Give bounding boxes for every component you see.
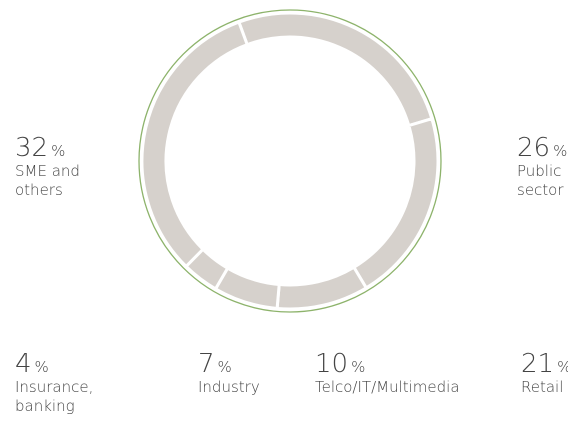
segment-label: 21%Retail	[521, 350, 568, 397]
value-line: 10%	[315, 350, 515, 378]
value-line: 32%	[15, 134, 105, 162]
category-label: Retail	[521, 378, 564, 396]
donut-segment	[275, 265, 369, 311]
donut-segment	[236, 11, 434, 128]
unit-label: %	[217, 358, 232, 376]
value-label: 4	[15, 349, 32, 379]
category-label: Insurance, banking	[15, 378, 94, 415]
category-label: Telco/IT/Multimedia	[315, 378, 460, 396]
value-label: 7	[198, 349, 215, 379]
donut-segment	[351, 116, 440, 290]
segment-label: 4% Insurance, banking	[15, 350, 105, 416]
segment-label: 10% Telco/IT/Multimedia	[315, 350, 515, 397]
value-label: 10	[315, 349, 349, 379]
donut-segment	[140, 20, 250, 269]
value-label: 26	[517, 133, 551, 163]
value-line: 4%	[15, 350, 105, 378]
segment-label: 26% Public sector	[517, 134, 568, 200]
unit-label: %	[351, 358, 366, 376]
value-line: 21%	[521, 350, 568, 378]
unit-label: %	[51, 142, 66, 160]
donut-outline	[138, 9, 442, 313]
value-label: 21	[521, 349, 555, 379]
unit-label: %	[557, 358, 568, 376]
value-label: 32	[15, 133, 49, 163]
unit-label: %	[553, 142, 568, 160]
value-line: 26%	[517, 134, 568, 162]
unit-label: %	[34, 358, 49, 376]
category-label: Public sector	[517, 162, 564, 199]
value-line: 7%	[198, 350, 288, 378]
segment-label: 32% SME and others	[15, 134, 105, 200]
segment-label: 7% Industry	[198, 350, 288, 397]
category-label: SME and others	[15, 162, 80, 199]
category-label: Industry	[198, 378, 260, 396]
